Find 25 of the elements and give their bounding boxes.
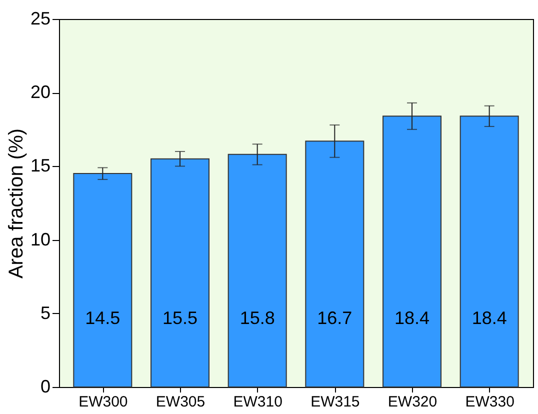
x-tick-label: EW330	[465, 394, 514, 410]
x-tick-label: EW300	[78, 394, 128, 410]
y-tick-label: 15	[30, 156, 50, 176]
bar	[228, 154, 287, 388]
bar	[460, 116, 519, 388]
y-axis-title: Area fraction (%)	[5, 128, 28, 279]
x-tick-label: EW315	[310, 394, 360, 410]
data-label: 16.7	[317, 308, 352, 328]
x-tick-label: EW310	[233, 394, 282, 410]
y-tick-label: 10	[30, 229, 50, 250]
bar	[73, 173, 132, 388]
bar	[150, 158, 210, 388]
y-tick-label: 20	[30, 82, 50, 102]
y-tick-label: 0	[40, 376, 50, 396]
data-label: 15.5	[162, 308, 198, 328]
bar	[305, 140, 364, 388]
y-tick-label: 25	[30, 8, 50, 28]
bar	[382, 116, 442, 388]
data-label: 14.5	[85, 308, 120, 328]
y-tick-label: 5	[40, 302, 50, 323]
x-tick-label: EW305	[156, 394, 206, 410]
data-label: 18.4	[472, 308, 507, 328]
data-label: 18.4	[394, 308, 430, 328]
data-label: 15.8	[240, 308, 275, 328]
x-tick-label: EW320	[388, 394, 438, 410]
